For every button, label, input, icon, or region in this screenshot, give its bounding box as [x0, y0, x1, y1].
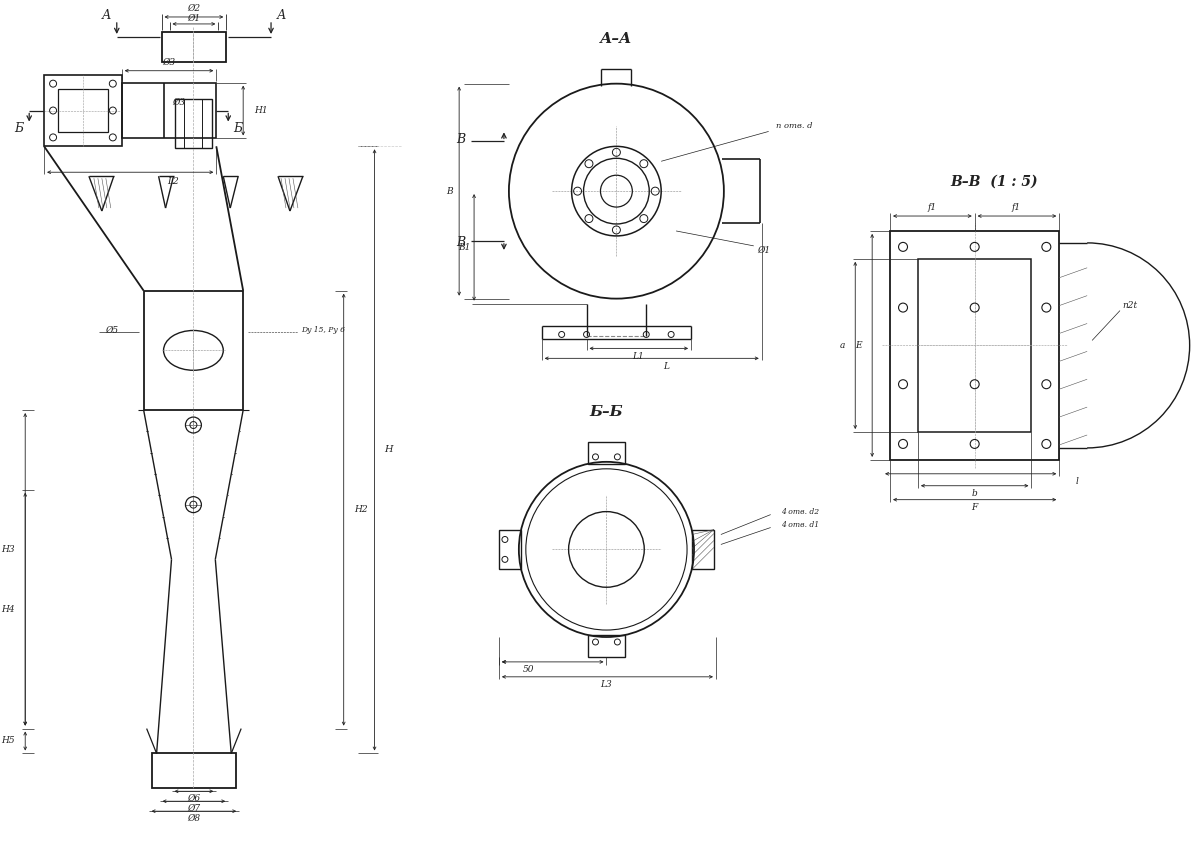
Text: B: B: [446, 187, 452, 195]
Text: В: В: [456, 237, 466, 249]
Text: F: F: [972, 503, 978, 512]
Text: H: H: [384, 445, 392, 454]
Text: Ø3: Ø3: [162, 58, 175, 67]
Text: Ø6: Ø6: [187, 794, 200, 802]
Text: L: L: [664, 362, 670, 371]
Bar: [918, 259, 1032, 432]
Text: f1: f1: [1012, 203, 1021, 212]
Bar: [588, 442, 625, 464]
Text: Б: Б: [14, 122, 24, 135]
Text: n отв. d: n отв. d: [775, 122, 812, 131]
Text: Ø7: Ø7: [187, 804, 200, 813]
Bar: [890, 231, 1060, 460]
Text: l: l: [1075, 477, 1079, 486]
Bar: [151, 753, 236, 789]
Text: f1: f1: [928, 203, 936, 212]
Bar: [162, 32, 227, 62]
Text: H2: H2: [354, 505, 367, 514]
Bar: [144, 291, 244, 410]
Text: Ø3: Ø3: [172, 98, 185, 107]
Text: H4: H4: [1, 605, 14, 614]
Text: H3: H3: [1, 545, 14, 554]
Text: Ø2: Ø2: [187, 3, 200, 13]
Text: Ø1: Ø1: [187, 14, 200, 22]
Text: 50: 50: [523, 666, 534, 674]
Text: L3: L3: [600, 680, 612, 689]
Text: В: В: [456, 133, 466, 146]
Text: B1: B1: [458, 243, 470, 252]
Text: Ø8: Ø8: [187, 814, 200, 823]
Text: Dy 15, Ру 6: Dy 15, Ру 6: [301, 327, 344, 335]
Text: Б–Б: Б–Б: [589, 405, 623, 419]
Text: n2t: n2t: [1122, 301, 1138, 310]
Text: Б: Б: [234, 122, 242, 135]
Bar: [588, 635, 625, 657]
Bar: [174, 99, 212, 148]
Text: Ø1: Ø1: [757, 246, 770, 255]
Text: А: А: [276, 9, 286, 22]
Text: a: a: [840, 341, 845, 350]
Bar: [44, 75, 121, 146]
Text: 4 отв. d2: 4 отв. d2: [781, 507, 818, 516]
Bar: [692, 530, 714, 569]
Text: А: А: [102, 9, 112, 22]
Text: В–В  (1 : 5): В–В (1 : 5): [950, 175, 1038, 188]
Text: Ø5: Ø5: [106, 326, 119, 335]
Bar: [121, 83, 216, 138]
Bar: [58, 89, 108, 132]
Text: b: b: [972, 489, 978, 498]
Text: А–А: А–А: [600, 32, 632, 46]
Text: 4 отв. d1: 4 отв. d1: [781, 520, 818, 529]
Text: L2: L2: [168, 176, 179, 186]
Text: H1: H1: [254, 106, 268, 115]
Text: L1: L1: [632, 352, 644, 361]
Bar: [499, 530, 521, 569]
Text: E: E: [856, 341, 863, 350]
Text: H5: H5: [1, 736, 14, 745]
